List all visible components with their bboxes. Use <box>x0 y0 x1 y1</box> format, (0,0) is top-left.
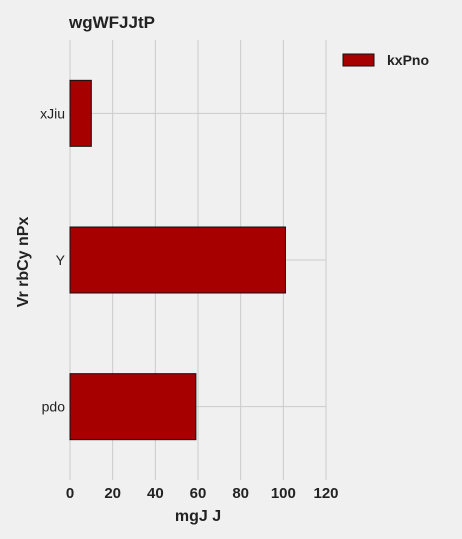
bar <box>69 373 197 441</box>
x-axis-label: mgJ J <box>175 508 221 525</box>
x-tick-label: 20 <box>104 485 121 502</box>
legend-label: kxPno <box>387 52 429 68</box>
bar <box>69 79 92 147</box>
x-tick-label: 60 <box>190 485 207 502</box>
x-tick-label: 40 <box>147 485 164 502</box>
y-tick-label: Y <box>56 252 66 268</box>
legend-swatch <box>342 53 375 67</box>
legend: kxPno <box>342 52 429 68</box>
bars <box>69 79 286 441</box>
y-tick-label: pdo <box>42 399 66 415</box>
y-axis-label: Vr rbCy nPx <box>15 217 32 308</box>
x-tick-label: 100 <box>271 485 296 502</box>
x-ticks: 0 20 40 60 80 100 120 <box>66 485 339 502</box>
x-tick-label: 80 <box>232 485 249 502</box>
bar <box>69 226 286 294</box>
x-tick-label: 120 <box>313 485 338 502</box>
x-tick-label: 0 <box>66 485 74 502</box>
chart-title: wgWFJJtP <box>68 13 155 32</box>
y-tick-label: xJiu <box>40 105 65 121</box>
